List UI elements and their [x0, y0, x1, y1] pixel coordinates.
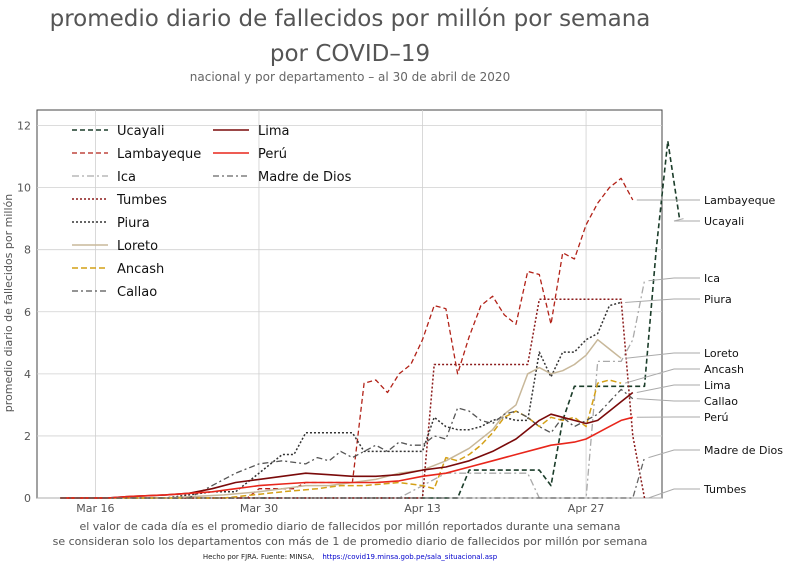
caption-line2: se consideran solo los departamentos con…: [53, 535, 648, 548]
y-axis: 0 2 4 6 8 10 12: [17, 120, 31, 505]
y-axis-label: promedio diario de fallecidos por millón: [2, 194, 15, 412]
plot-grid: [37, 110, 662, 499]
legend-label: Loreto: [117, 239, 158, 254]
legend-item: Ucayali: [72, 124, 165, 139]
x-tick-label: Apr 13: [404, 502, 441, 515]
legend-label: Piura: [117, 216, 150, 231]
caption-line1: el valor de cada día es el promedio diar…: [79, 520, 620, 533]
end-label-leader: [636, 384, 700, 393]
legend-item: Tumbes: [72, 193, 167, 208]
legend-item: Lambayeque: [72, 147, 201, 162]
legend-label: Perú: [258, 147, 287, 162]
legend-item: Lima: [213, 124, 289, 139]
series-line-tumbes: [60, 298, 646, 499]
series-line-piura: [60, 301, 622, 499]
end-label: Ucayali: [704, 215, 744, 228]
plot-area: [36, 109, 663, 499]
legend-label: Lambayeque: [117, 147, 201, 162]
end-label: Madre de Dios: [704, 444, 783, 457]
x-tick-label: Mar 16: [76, 502, 114, 515]
series-line-ancash: [60, 379, 622, 499]
y-tick-label: 0: [24, 492, 31, 505]
chart-title-line2: por COVID–19: [270, 41, 430, 67]
end-label: Ancash: [704, 363, 744, 376]
series-line-perú: [60, 416, 634, 499]
end-label-leader: [648, 277, 700, 282]
legend-label: Callao: [117, 285, 157, 300]
x-axis: Mar 16 Mar 30 Apr 13 Apr 27: [76, 502, 604, 515]
end-label-leader: [636, 398, 700, 402]
end-label-leader: [625, 298, 700, 303]
y-tick-label: 4: [24, 368, 31, 381]
end-label: Piura: [704, 293, 732, 306]
end-label: Loreto: [704, 347, 739, 360]
end-label-leader: [673, 218, 700, 222]
legend-label: Madre de Dios: [258, 170, 352, 185]
series-line-madre-de-dios: [60, 457, 646, 499]
legend-label: Tumbes: [116, 193, 167, 208]
series-line-callao: [60, 388, 634, 499]
legend: Ucayali Lambayeque Ica Tumbes Piura Loreto Anc…: [72, 124, 352, 300]
x-tick-label: Apr 27: [568, 502, 605, 515]
legend-item: Loreto: [72, 239, 158, 254]
legend-item: Callao: [72, 285, 157, 300]
end-label-leader: [624, 368, 700, 384]
legend-item: Perú: [213, 147, 287, 162]
y-tick-label: 6: [24, 306, 31, 319]
end-label: Perú: [704, 411, 729, 424]
legend-label: Lima: [258, 124, 289, 139]
end-label-leader: [625, 352, 700, 359]
end-label-leader: [648, 449, 700, 459]
end-label: Tumbes: [703, 483, 746, 496]
end-label: Ica: [704, 272, 720, 285]
chart-subtitle: nacional y por departamento – al 30 de a…: [190, 70, 510, 84]
series-line-lambayeque: [60, 177, 634, 499]
credit-link[interactable]: https://covid19.minsa.gob.pe/sala_situac…: [322, 553, 497, 561]
credit: Hecho por FJRA. Fuente: MINSA, https://c…: [203, 544, 498, 563]
y-tick-label: 10: [17, 182, 31, 195]
end-label-leader: [648, 488, 700, 499]
legend-item: Madre de Dios: [213, 170, 352, 185]
y-tick-label: 2: [24, 430, 31, 443]
legend-label: Ica: [117, 170, 136, 185]
x-tick-label: Mar 30: [240, 502, 278, 515]
series-line-lima: [60, 391, 634, 499]
legend-item: Ancash: [72, 262, 164, 277]
end-label: Callao: [704, 395, 738, 408]
end-label: Lima: [704, 379, 731, 392]
series-lines: [60, 140, 681, 499]
legend-label: Ucayali: [117, 124, 165, 139]
legend-item: Ica: [72, 170, 136, 185]
y-tick-label: 12: [17, 120, 31, 133]
end-label: Lambayeque: [704, 194, 776, 207]
end-labels: Ucayali Lambayeque Ica Tumbes Piura Loreto Anc…: [624, 194, 783, 499]
chart-title-line1: promedio diario de fallecidos por millón…: [50, 6, 651, 32]
y-tick-label: 8: [24, 244, 31, 257]
series-line-loreto: [60, 338, 622, 499]
legend-label: Ancash: [117, 262, 164, 277]
credit-text: Hecho por FJRA. Fuente: MINSA,: [203, 553, 314, 561]
legend-item: Piura: [72, 216, 150, 231]
